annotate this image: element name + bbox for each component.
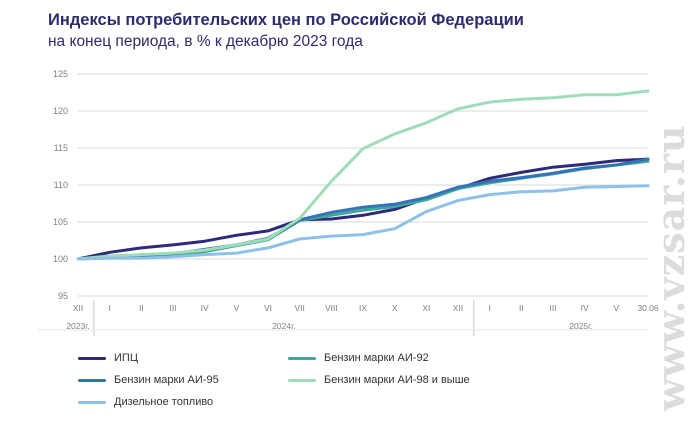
x-tick-label: XI [422,303,430,313]
x-tick-label: X [392,303,398,313]
year-label: 2025г. [569,321,592,331]
x-tick-label: IX [359,303,367,313]
series-line-4 [76,184,650,261]
y-tick-label: 125 [53,69,68,79]
chart-title: Индексы потребительских цен по Российско… [48,11,524,29]
x-tick-label: I [108,303,110,313]
x-tick-label: XII [73,303,83,313]
x-tick-label: IV [201,303,209,313]
y-tick-label: 115 [54,143,68,153]
year-label: 2024г. [272,321,295,331]
x-tick-label: VIII [325,303,338,313]
x-tick-label: V [233,303,239,313]
y-tick-label: 100 [53,254,68,264]
x-tick-label: VII [294,303,304,313]
watermark-text: www.vzsar.ru [648,124,688,411]
x-tick-label: II [519,303,524,313]
x-tick-label: XII [453,303,463,313]
x-tick-label: V [613,303,619,313]
year-label: 2023г. [66,321,89,331]
x-tick-label: I [488,303,490,313]
x-tick-label: II [139,303,144,313]
y-tick-label: 120 [53,106,68,116]
y-tick-label: 95 [58,291,68,301]
x-tick-label: III [169,303,176,313]
series-line-3 [76,89,650,261]
x-tick-label: 30.06 [637,303,659,313]
chart-subtitle: на конец периода, в % к декабрю 2023 год… [48,33,363,50]
x-tick-label: IV [581,303,589,313]
y-tick-label: 110 [54,180,68,190]
x-tick-label: III [549,303,556,313]
series-line-0 [76,157,650,261]
x-tick-label: VI [264,303,272,313]
y-tick-label: 105 [53,217,68,227]
